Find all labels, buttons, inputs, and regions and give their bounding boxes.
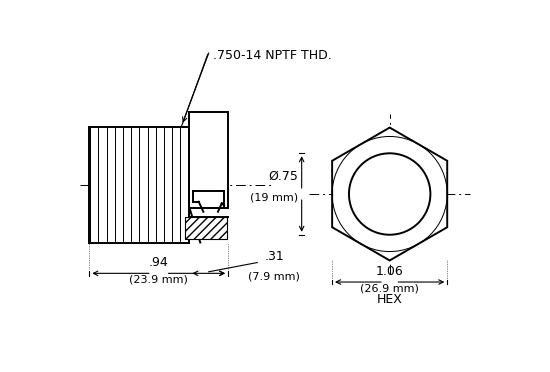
Text: HEX: HEX [377,293,403,306]
Text: 1.06: 1.06 [376,265,404,278]
Text: (23.9 mm): (23.9 mm) [129,275,188,285]
Text: .94: .94 [149,256,168,269]
Text: (19 mm): (19 mm) [250,192,299,202]
Bar [89,127,189,243]
Text: (26.9 mm): (26.9 mm) [360,283,419,294]
Text: .750-14 NPTF THD.: .750-14 NPTF THD. [212,49,331,62]
Text: Ø.75: Ø.75 [269,170,299,183]
Text: .31: .31 [265,250,284,263]
Polygon shape [332,128,447,260]
Polygon shape [185,217,227,239]
Bar [189,112,228,208]
Text: (7.9 mm): (7.9 mm) [248,272,300,282]
